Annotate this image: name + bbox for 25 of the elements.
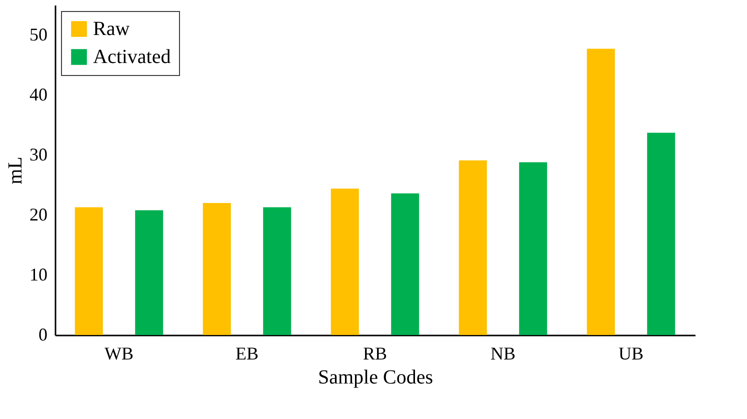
y-tick-label: 40 — [30, 84, 48, 104]
bar — [330, 188, 359, 335]
legend-label: Raw — [93, 18, 130, 40]
x-tick-label: NB — [490, 344, 516, 364]
x-tick-label: UB — [618, 344, 644, 364]
y-tick-label: 10 — [30, 264, 48, 284]
x-axis-title: Sample Codes — [318, 366, 434, 388]
x-tick-label: RB — [362, 344, 388, 364]
y-tick-label: 0 — [38, 324, 48, 344]
y-tick-label: 20 — [30, 204, 48, 224]
bar — [586, 48, 615, 335]
legend-label: Activated — [93, 46, 171, 68]
bar — [519, 162, 548, 335]
x-tick-label: EB — [235, 344, 259, 364]
x-tick-label: WB — [104, 344, 134, 364]
bar — [263, 207, 292, 335]
bar — [135, 210, 164, 335]
y-axis-title: mL — [4, 156, 26, 184]
bar — [74, 207, 103, 335]
y-tick-label: 50 — [30, 24, 48, 44]
bar — [202, 203, 231, 335]
y-tick-label: 30 — [30, 144, 48, 164]
bar — [458, 160, 487, 335]
bar — [647, 132, 676, 335]
bar — [391, 193, 420, 335]
